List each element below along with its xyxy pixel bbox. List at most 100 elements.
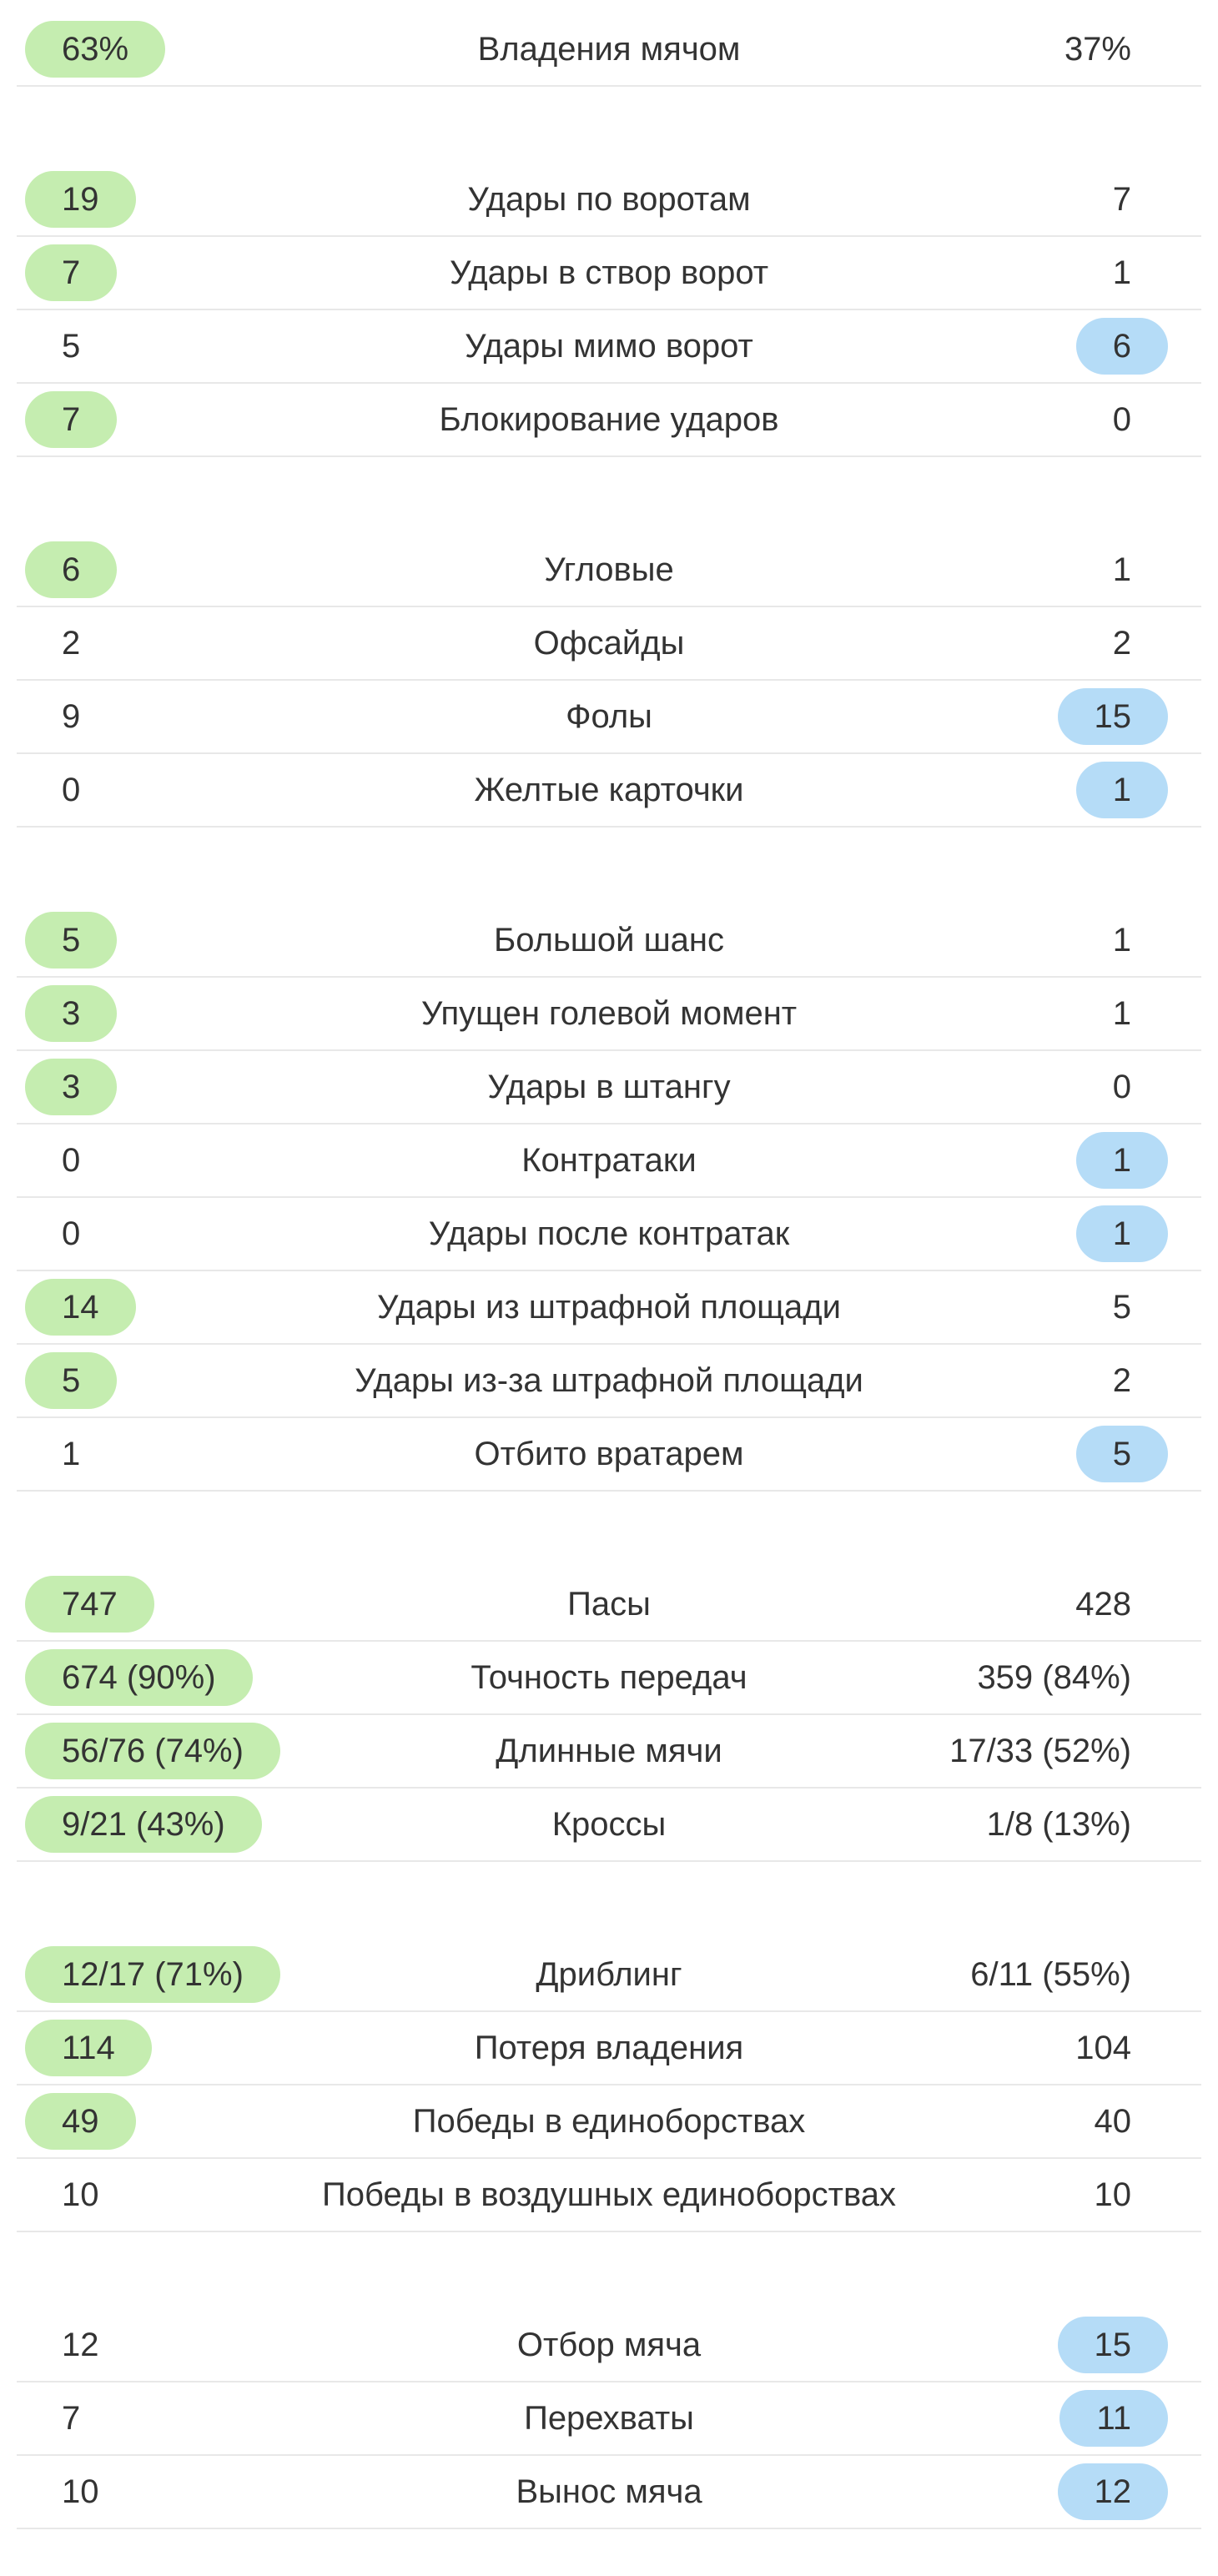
- away-value: 104: [1075, 2030, 1131, 2066]
- away-value: 6/11 (55%): [970, 1956, 1131, 1993]
- stat-row: 6 Угловые 1: [17, 534, 1201, 607]
- home-value: 747: [25, 1576, 154, 1633]
- home-value: 9/21 (43%): [25, 1796, 262, 1853]
- stat-label: Упущен голевой момент: [420, 995, 798, 1032]
- stat-row: 5 Удары мимо ворот 6: [17, 310, 1201, 384]
- stat-row: 747 Пасы 428: [17, 1568, 1201, 1642]
- home-value: 10: [62, 2176, 99, 2213]
- home-value: 7: [62, 2400, 81, 2437]
- stat-label: Угловые: [544, 551, 674, 588]
- away-value: 2: [1112, 1362, 1131, 1399]
- stat-row: 49 Победы в единоборствах 40: [17, 2085, 1201, 2159]
- stat-label: Перехваты: [524, 2400, 694, 2437]
- stat-row: 56/76 (74%) Длинные мячи 17/33 (52%): [17, 1715, 1201, 1789]
- home-value: 49: [25, 2093, 136, 2150]
- home-value: 5: [25, 1352, 118, 1409]
- away-value: 359 (84%): [977, 1659, 1131, 1696]
- away-value: 10: [1094, 2176, 1132, 2213]
- home-value: 1: [62, 1436, 81, 1472]
- home-value: 6: [25, 541, 118, 598]
- stat-label: Большой шанс: [493, 922, 724, 958]
- home-value: 12/17 (71%): [25, 1946, 280, 2003]
- home-value: 63%: [25, 21, 166, 78]
- home-value: 9: [62, 698, 81, 735]
- stat-row: 5 Удары из-за штрафной площади 2: [17, 1345, 1201, 1418]
- home-value: 10: [62, 2473, 99, 2510]
- stat-row: 7 Перехваты 11: [17, 2382, 1201, 2456]
- stat-row: 0 Желтые карточки 1: [17, 754, 1201, 828]
- stat-label: Блокирование ударов: [439, 401, 779, 438]
- stat-row: 0 Удары после контратак 1: [17, 1198, 1201, 1271]
- stat-label: Вынос мяча: [516, 2473, 702, 2510]
- stat-row: 0 Контратаки 1: [17, 1124, 1201, 1198]
- stat-label: Удары в штангу: [487, 1069, 731, 1105]
- stat-row: 114 Потеря владения 104: [17, 2012, 1201, 2085]
- home-value: 2: [62, 625, 81, 662]
- away-value: 7: [1112, 181, 1131, 218]
- stat-label: Потеря владения: [474, 2030, 744, 2066]
- stat-row: 3 Удары в штангу 0: [17, 1051, 1201, 1124]
- home-value: 14: [25, 1279, 136, 1336]
- stat-row: 19 Удары по воротам 7: [17, 164, 1201, 237]
- stat-row: 1 Отбито вратарем 5: [17, 1418, 1201, 1492]
- away-value: 11: [1059, 2390, 1168, 2447]
- home-value: 12: [62, 2327, 99, 2363]
- home-value: 0: [62, 1215, 81, 1252]
- stat-label: Победы в единоборствах: [412, 2103, 806, 2140]
- away-value: 1: [1112, 551, 1131, 588]
- away-value: 1/8 (13%): [986, 1806, 1131, 1843]
- stat-label: Удары в створ ворот: [449, 254, 769, 291]
- stat-row: 12/17 (71%) Дриблинг 6/11 (55%): [17, 1939, 1201, 2012]
- home-value: 0: [62, 772, 81, 808]
- stat-row: 3 Упущен голевой момент 1: [17, 978, 1201, 1051]
- home-value: 7: [25, 391, 118, 448]
- away-value: 17/33 (52%): [949, 1733, 1131, 1769]
- stat-label: Победы в воздушных единоборствах: [322, 2176, 896, 2213]
- away-value: 0: [1112, 1069, 1131, 1105]
- stat-label: Удары из-за штрафной площади: [355, 1362, 863, 1399]
- home-value: 5: [25, 912, 118, 969]
- stat-label: Офсайды: [533, 625, 685, 662]
- stat-label: Удары мимо ворот: [465, 328, 753, 365]
- away-value: 15: [1057, 688, 1168, 745]
- away-value: 428: [1075, 1586, 1131, 1623]
- away-value: 1: [1112, 995, 1131, 1032]
- stat-label: Желтые карточки: [474, 772, 744, 808]
- away-value: 1: [1075, 1132, 1168, 1189]
- home-value: 19: [25, 171, 136, 228]
- stat-row: 7 Блокирование ударов 0: [17, 384, 1201, 457]
- stat-label: Удары по воротам: [467, 181, 751, 218]
- home-value: 56/76 (74%): [25, 1723, 280, 1779]
- stat-row: 9 Фолы 15: [17, 681, 1201, 754]
- stat-label: Контратаки: [521, 1142, 697, 1179]
- away-value: 6: [1075, 318, 1168, 375]
- stat-row: 2 Офсайды 2: [17, 607, 1201, 681]
- stat-label: Удары после контратак: [428, 1215, 790, 1252]
- stat-row: 674 (90%) Точность передач 359 (84%): [17, 1642, 1201, 1715]
- away-value: 40: [1094, 2103, 1132, 2140]
- away-value: 5: [1075, 1426, 1168, 1482]
- away-value: 37%: [1064, 31, 1131, 68]
- stat-label: Отбито вратарем: [474, 1436, 744, 1472]
- away-value: 1: [1112, 254, 1131, 291]
- away-value: 12: [1057, 2463, 1168, 2520]
- home-value: 0: [62, 1142, 81, 1179]
- stat-row: 10 Победы в воздушных единоборствах 10: [17, 2159, 1201, 2232]
- stat-row: 14 Удары из штрафной площади 5: [17, 1271, 1201, 1345]
- stat-row: 5 Большой шанс 1: [17, 904, 1201, 978]
- stat-label: Пасы: [567, 1586, 651, 1623]
- stat-row: 12 Отбор мяча 15: [17, 2309, 1201, 2382]
- stat-row: 10 Вынос мяча 12: [17, 2456, 1201, 2529]
- away-value: 15: [1057, 2317, 1168, 2373]
- away-value: 1: [1112, 922, 1131, 958]
- stat-row: 7 Удары в створ ворот 1: [17, 237, 1201, 310]
- home-value: 7: [25, 244, 118, 301]
- stat-label: Отбор мяча: [516, 2327, 702, 2363]
- away-value: 1: [1075, 762, 1168, 818]
- stat-row: 63% Владения мячом 37%: [17, 13, 1201, 87]
- away-value: 1: [1075, 1205, 1168, 1262]
- home-value: 3: [25, 1059, 118, 1115]
- stat-row: 9/21 (43%) Кроссы 1/8 (13%): [17, 1789, 1201, 1862]
- away-value: 2: [1112, 625, 1131, 662]
